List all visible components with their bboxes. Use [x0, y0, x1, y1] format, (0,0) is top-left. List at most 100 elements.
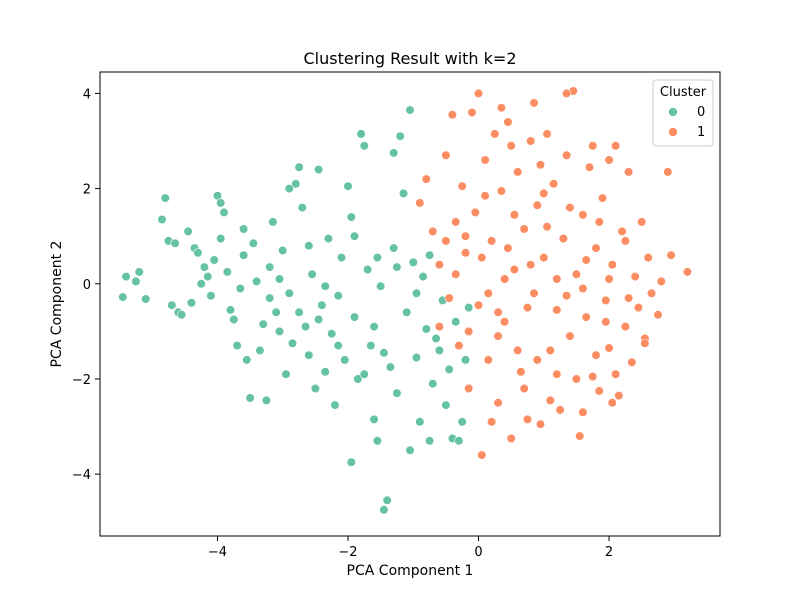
- series-1-point-119: [493, 307, 503, 317]
- series-0-point-40: [274, 326, 285, 337]
- series-0-point-53: [317, 300, 327, 310]
- series-0-point-69: [369, 414, 379, 425]
- series-1-point-59: [617, 226, 627, 236]
- series-1-point-109: [623, 293, 634, 303]
- series-1-point-8: [454, 341, 464, 351]
- series-1-point-64: [633, 303, 644, 313]
- series-1-point-85: [522, 303, 533, 313]
- series-0-point-111: [274, 274, 285, 284]
- series-0-point-93: [451, 317, 461, 327]
- series-0-point-64: [353, 374, 363, 384]
- series-0-point-42: [281, 369, 291, 379]
- series-1-point-9: [457, 181, 467, 191]
- series-0-point-112: [333, 341, 343, 351]
- series-1-point-55: [604, 343, 614, 353]
- series-1-point-43: [565, 331, 575, 341]
- series-1-point-63: [630, 272, 640, 282]
- series-1-point-17: [480, 155, 490, 165]
- x-tick-label-3: 2: [605, 545, 613, 560]
- series-1-point-42: [561, 150, 572, 160]
- series-0-point-18: [206, 291, 216, 301]
- series-1-point-60: [620, 322, 631, 332]
- series-0-point-102: [239, 224, 249, 234]
- series-1-point-71: [663, 167, 673, 177]
- legend-title: Cluster: [660, 85, 707, 100]
- series-1-point-90: [620, 236, 631, 246]
- series-1-point-81: [441, 236, 451, 246]
- series-1-point-0: [415, 198, 425, 208]
- series-0-point-48: [301, 322, 311, 332]
- legend-label-1: 1: [697, 125, 705, 140]
- series-1-point-116: [506, 141, 516, 151]
- y-tick-label-3: 2: [83, 183, 91, 198]
- series-1-point-53: [597, 193, 608, 203]
- series-1-point-65: [637, 217, 647, 227]
- series-0-point-103: [193, 248, 203, 258]
- series-1-point-11: [464, 383, 474, 394]
- series-1-point-19: [487, 236, 497, 246]
- series-0-point-56: [327, 329, 337, 339]
- series-0-point-50: [307, 269, 317, 279]
- series-1-point-78: [604, 155, 614, 165]
- series-1-point-67: [643, 253, 653, 263]
- series-0-point-41: [278, 245, 288, 256]
- legend-label-0: 0: [697, 105, 705, 120]
- series-0-point-22: [219, 207, 229, 217]
- series-0-point-86: [425, 436, 435, 446]
- series-0-point-62: [346, 212, 356, 222]
- series-1-point-46: [575, 431, 585, 441]
- series-0-point-8: [167, 300, 177, 310]
- series-1-point-30: [522, 414, 533, 425]
- series-0-point-82: [411, 352, 422, 363]
- series-0-point-4: [141, 294, 151, 304]
- series-1-point-80: [434, 322, 445, 332]
- series-0-point-51: [310, 383, 321, 394]
- series-0-point-57: [330, 400, 340, 410]
- series-0-point-101: [284, 184, 294, 194]
- series-0-point-0: [118, 292, 128, 302]
- y-tick-label-4: 4: [83, 87, 91, 102]
- series-1-point-20: [490, 129, 500, 139]
- series-1-point-41: [558, 234, 569, 244]
- series-0-point-15: [196, 279, 206, 289]
- series-0-point-49: [304, 350, 314, 360]
- series-1-point-33: [532, 200, 542, 210]
- series-0-point-24: [222, 267, 232, 277]
- series-0-point-17: [203, 272, 213, 282]
- series-0-point-78: [398, 188, 409, 198]
- series-1-point-75: [529, 98, 539, 108]
- series-1-point-45: [571, 269, 582, 279]
- series-1-point-110: [487, 417, 497, 427]
- series-1-point-49: [584, 162, 595, 172]
- series-0-point-38: [268, 217, 278, 227]
- y-axis-label: PCA Component 2: [49, 241, 65, 368]
- series-1-point-25: [506, 433, 516, 444]
- series-0-point-31: [245, 393, 255, 403]
- series-1-point-12: [467, 107, 477, 118]
- series-1-point-23: [500, 317, 510, 327]
- series-1-point-106: [539, 188, 549, 198]
- series-1-point-51: [591, 243, 601, 253]
- series-0-point-9: [170, 238, 180, 248]
- series-1-point-95: [571, 374, 582, 384]
- series-0-point-97: [464, 303, 474, 313]
- series-0-point-105: [304, 241, 314, 251]
- series-1-point-108: [594, 217, 604, 227]
- series-0-point-94: [454, 436, 464, 446]
- series-0-point-114: [359, 369, 369, 379]
- x-axis-ticks: −4 −2 0 2: [208, 536, 613, 560]
- series-1-point-72: [666, 250, 676, 260]
- series-1-point-114: [607, 398, 617, 408]
- series-0-point-95: [457, 417, 467, 427]
- chart-title: Clustering Result with k=2: [303, 49, 516, 68]
- y-tick-label-1: −2: [72, 373, 91, 388]
- series-0-point-63: [349, 312, 360, 322]
- series-1-point-91: [493, 331, 503, 341]
- series-1-point-24: [503, 117, 513, 127]
- series-0-point-87: [428, 379, 438, 389]
- series-0-point-116: [392, 262, 402, 272]
- series-1-point-62: [627, 357, 637, 367]
- series-0-point-85: [421, 324, 431, 334]
- series-1-point-111: [519, 383, 529, 394]
- series-0-point-90: [441, 400, 451, 410]
